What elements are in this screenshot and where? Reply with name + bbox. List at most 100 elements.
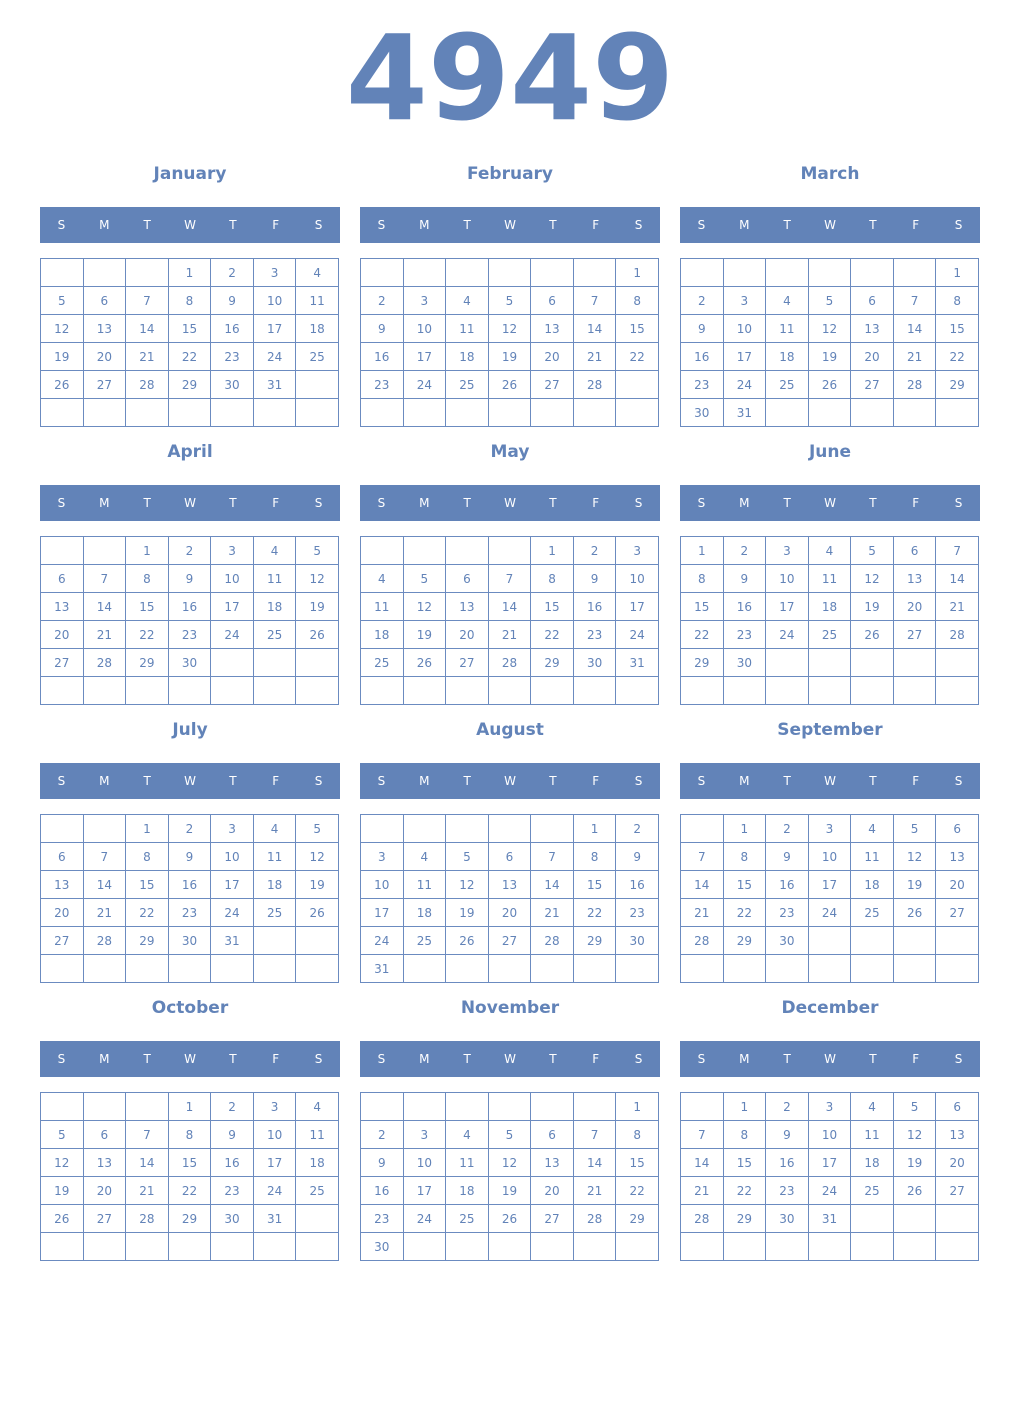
day-cell: 10: [402, 314, 447, 343]
day-cell: 8: [530, 564, 574, 593]
day-cell: [892, 926, 937, 955]
day-cell: 17: [210, 870, 254, 899]
weekday-label: W: [824, 1052, 836, 1066]
day-cell: 10: [252, 1120, 297, 1149]
day-grid: 1 2 3 4 5 6 7 8 9 10 11 12 13 14 15 16 17 18 19 20 21 22 23 24 2…: [680, 258, 979, 427]
day-cell: 5: [807, 286, 852, 315]
day-cell: 24: [402, 1204, 447, 1233]
day-cell: 7: [572, 1120, 617, 1149]
day-cell: 29: [125, 926, 169, 955]
day-cell: 26: [40, 370, 84, 399]
weekday-label: S: [57, 774, 66, 788]
day-cell: 19: [40, 342, 84, 371]
week-row: 5 6 7 8 9 10 11: [40, 1120, 339, 1149]
day-cell: 18: [252, 592, 297, 621]
day-cell: 23: [765, 898, 809, 927]
day-cell: 8: [125, 842, 169, 871]
day-cell: 3: [722, 286, 767, 315]
day-cell: 26: [892, 898, 937, 927]
day-cell: 5: [295, 814, 339, 843]
day-cell: 11: [765, 314, 809, 343]
weekday-label: W: [824, 774, 836, 788]
month-name: November: [460, 998, 560, 1018]
day-cell: [722, 1232, 767, 1261]
weekday-label: M: [739, 774, 750, 788]
week-row: [40, 1232, 339, 1261]
day-cell: 9: [572, 564, 617, 593]
weekday-label: T: [463, 1052, 471, 1066]
day-cell: 18: [402, 898, 447, 927]
day-grid: 1 2 3 4 5 6 7 8 9 10 11 12 13 14 15 16 17 18 19 20 21 22 23 24 2…: [360, 814, 659, 983]
month-name: December: [781, 998, 879, 1018]
week-row: 8 9 10 11 12 13 14: [680, 564, 979, 593]
day-cell: 9: [210, 1120, 254, 1149]
day-cell: 22: [615, 1176, 659, 1205]
week-row: 20 21 22 23 24 25 26: [40, 620, 339, 649]
day-cell: 15: [615, 1148, 659, 1177]
day-cell: 21: [530, 898, 574, 927]
weekday-label: T: [869, 774, 877, 788]
day-cell: 14: [82, 870, 127, 899]
weekday-label: S: [634, 496, 643, 510]
day-cell: 24: [615, 620, 659, 649]
day-cell: 14: [572, 314, 617, 343]
week-row: 26 27 28 29 30 31: [40, 1204, 339, 1233]
day-cell: [402, 398, 447, 427]
weekday-label: W: [824, 496, 836, 510]
day-cell: 20: [40, 898, 84, 927]
day-cell: 18: [850, 870, 894, 899]
day-cell: 18: [807, 592, 852, 621]
month-name: September: [777, 720, 883, 740]
day-cell: 3: [210, 814, 254, 843]
day-cell: 13: [850, 314, 894, 343]
day-cell: 10: [722, 314, 767, 343]
day-cell: [295, 648, 339, 677]
day-cell: 11: [807, 564, 852, 593]
day-cell: 2: [210, 1092, 254, 1121]
day-cell: [487, 258, 532, 287]
day-cell: 25: [850, 898, 894, 927]
weekday-label: S: [57, 1052, 66, 1066]
day-cell: 13: [40, 870, 84, 899]
weekday-label: S: [314, 218, 323, 232]
day-cell: [295, 370, 339, 399]
day-cell: [892, 954, 937, 983]
day-cell: [125, 258, 169, 287]
weekday-label: S: [697, 496, 706, 510]
day-cell: 26: [807, 370, 852, 399]
day-cell: [850, 676, 894, 705]
day-cell: 19: [295, 870, 339, 899]
week-row: 7 8 9 10 11 12 13: [680, 1120, 979, 1149]
day-cell: 15: [680, 592, 724, 621]
day-cell: 3: [402, 286, 447, 315]
day-cell: [892, 1232, 937, 1261]
week-row: 9 10 11 12 13 14 15: [360, 314, 659, 343]
day-cell: 1: [167, 258, 212, 287]
day-cell: 13: [82, 314, 127, 343]
day-cell: 12: [487, 1148, 532, 1177]
day-cell: [892, 258, 937, 287]
day-cell: 22: [680, 620, 724, 649]
week-row: 28 29 30: [680, 926, 979, 955]
day-cell: 13: [40, 592, 84, 621]
day-cell: 8: [125, 564, 169, 593]
day-cell: [935, 954, 979, 983]
day-cell: 6: [892, 536, 937, 565]
day-cell: 16: [210, 314, 254, 343]
day-cell: 31: [615, 648, 659, 677]
month-name: June: [808, 442, 852, 462]
week-row: [40, 398, 339, 427]
day-cell: [167, 398, 212, 427]
weekday-label: T: [869, 496, 877, 510]
day-cell: [765, 676, 809, 705]
day-cell: 24: [210, 620, 254, 649]
day-cell: 16: [765, 1148, 809, 1177]
day-cell: 9: [360, 1148, 404, 1177]
day-cell: 30: [572, 648, 617, 677]
day-cell: 24: [360, 926, 404, 955]
day-cell: [125, 1232, 169, 1261]
day-cell: 28: [487, 648, 532, 677]
